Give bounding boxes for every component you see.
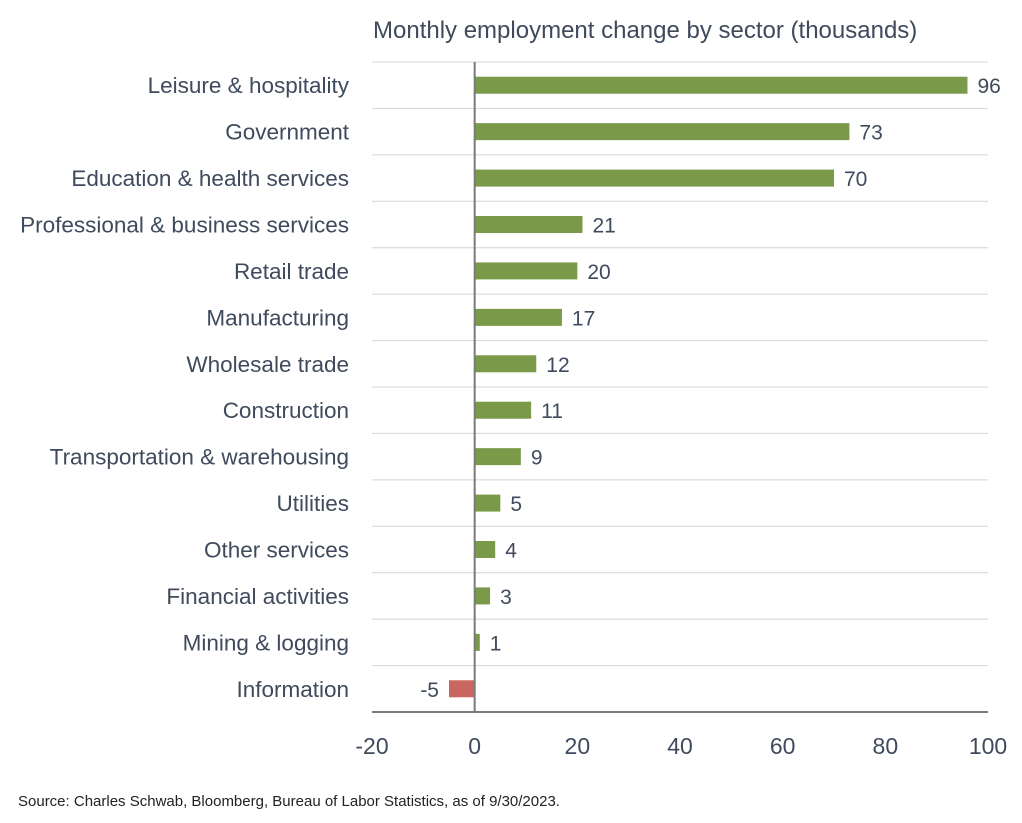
source-note: Source: Charles Schwab, Bloomberg, Burea… xyxy=(18,793,560,810)
bar-manufacturing xyxy=(474,308,562,326)
value-label: 3 xyxy=(500,586,512,609)
category-label: Government xyxy=(225,120,350,145)
bar-mining-logging xyxy=(474,633,480,651)
bar-professional-business-services xyxy=(474,216,583,233)
bar-utilities xyxy=(474,494,501,512)
category-label: Wholesale trade xyxy=(186,352,349,377)
category-label: Manufacturing xyxy=(206,305,349,330)
value-label: 9 xyxy=(531,447,543,470)
value-label: -5 xyxy=(420,679,439,702)
category-label: Mining & logging xyxy=(183,630,349,655)
category-label: Education & health services xyxy=(71,166,349,191)
value-label: 21 xyxy=(592,215,615,238)
category-label: Retail trade xyxy=(234,259,349,284)
bar-government xyxy=(474,123,850,141)
axes xyxy=(372,62,988,713)
x-tick-label: 80 xyxy=(873,733,899,759)
category-labels: Leisure & hospitality Government Education… xyxy=(20,73,350,702)
bar-construction xyxy=(474,401,532,419)
bar-leisure-hospitality xyxy=(474,76,968,94)
value-label: 12 xyxy=(546,354,569,377)
bar-wholesale-trade xyxy=(474,355,537,373)
category-label: Other services xyxy=(204,538,349,563)
category-label: Construction xyxy=(223,398,349,423)
category-label: Professional & business services xyxy=(20,213,349,238)
value-label: 17 xyxy=(572,307,595,330)
value-label: 70 xyxy=(844,168,867,191)
value-label: 1 xyxy=(490,632,502,655)
value-label: 73 xyxy=(859,122,882,145)
value-label: 4 xyxy=(505,540,517,563)
bars xyxy=(449,76,968,698)
value-label: 5 xyxy=(510,493,522,516)
x-tick-label: 20 xyxy=(565,733,591,759)
category-label: Financial activities xyxy=(166,584,349,609)
x-tick-label: 40 xyxy=(667,733,693,759)
bar-transportation-warehousing xyxy=(474,448,521,466)
value-label: 96 xyxy=(977,75,1000,98)
x-tick-label: 100 xyxy=(969,733,1007,759)
bar-information xyxy=(449,680,475,698)
x-tick-label: 0 xyxy=(468,733,481,759)
bar-education-health-services xyxy=(474,169,834,187)
value-label: 20 xyxy=(587,261,610,284)
x-tick-label: 60 xyxy=(770,733,796,759)
category-label: Information xyxy=(236,677,349,702)
bar-other-services xyxy=(474,541,496,558)
chart-title: Monthly employment change by sector (tho… xyxy=(373,17,917,44)
category-label: Transportation & warehousing xyxy=(50,445,349,470)
bar-financial-activities xyxy=(474,587,491,605)
category-label: Utilities xyxy=(276,491,349,516)
value-labels: 96 73 70 21 20 17 12 11 95 4 3 1 -5 xyxy=(420,75,1001,702)
category-label: Leisure & hospitality xyxy=(148,73,350,98)
x-tick-labels: -20 0 20 40 60 80 100 xyxy=(355,733,1007,759)
x-tick-label: -20 xyxy=(355,733,388,759)
bar-retail-trade xyxy=(474,262,578,280)
grid-lines xyxy=(372,61,988,667)
value-label: 11 xyxy=(541,400,563,423)
